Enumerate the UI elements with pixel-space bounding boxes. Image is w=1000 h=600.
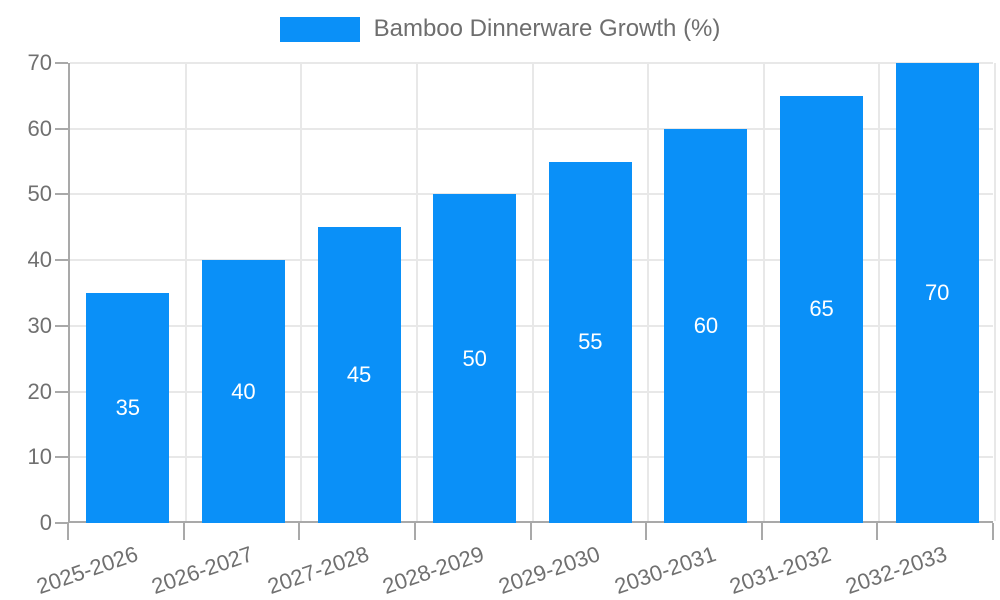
y-axis-label: 20 — [27, 378, 52, 404]
y-axis-tick — [55, 193, 68, 196]
v-gridline — [300, 63, 303, 521]
x-axis-label: 2027-2028 — [264, 541, 372, 599]
v-gridline — [762, 63, 765, 521]
chart-legend: Bamboo Dinnerware Growth (%) — [0, 15, 1000, 43]
legend-label: Bamboo Dinnerware Growth (%) — [373, 15, 721, 42]
y-axis-tick — [55, 522, 68, 524]
y-axis-tick — [55, 127, 68, 130]
bar: 60 — [664, 128, 748, 523]
bar-value-label: 40 — [231, 378, 256, 404]
bar-value-label: 60 — [693, 312, 719, 338]
x-axis-tick — [413, 523, 416, 540]
y-axis-label: 40 — [27, 247, 52, 273]
y-axis-label: 60 — [27, 115, 52, 141]
y-axis-tick — [55, 324, 68, 327]
legend-item[interactable]: Bamboo Dinnerware Growth (%) — [279, 15, 721, 43]
legend-swatch-icon — [279, 16, 360, 42]
v-gridline — [415, 63, 418, 521]
x-axis-tick — [298, 523, 301, 540]
y-axis-tick — [55, 456, 68, 459]
y-axis-tick — [55, 62, 68, 64]
y-axis-label: 70 — [27, 50, 52, 75]
y-axis-label: 30 — [27, 312, 52, 338]
x-axis-tick — [67, 523, 69, 540]
bar-value-label: 70 — [924, 280, 950, 305]
x-axis-label: 2026-2027 — [148, 541, 257, 599]
v-gridline — [994, 63, 996, 521]
x-axis-tick — [760, 523, 763, 540]
bar: 45 — [317, 227, 401, 523]
bar: 35 — [86, 293, 170, 523]
v-gridline — [647, 63, 650, 521]
x-axis-label: 2028-2029 — [379, 541, 488, 599]
x-axis-tick — [992, 523, 994, 540]
x-axis-label: 2029-2030 — [495, 541, 604, 599]
x-axis-label: 2031-2032 — [726, 541, 835, 599]
y-axis-tick — [55, 259, 68, 262]
plot-area: 35 40 45 50 55 60 65 70 — [68, 62, 996, 523]
v-gridline — [184, 63, 187, 521]
x-axis-label: 2030-2031 — [611, 541, 719, 599]
y-axis-label: 0 — [39, 510, 52, 535]
x-axis-tick — [182, 523, 185, 540]
x-axis-tick — [529, 523, 532, 540]
bar-value-label: 55 — [578, 329, 603, 355]
bar-value-label: 50 — [462, 345, 487, 371]
bar: 40 — [201, 260, 285, 523]
x-axis-tick — [876, 523, 879, 540]
bar-value-label: 65 — [809, 296, 834, 322]
y-axis-label: 10 — [27, 444, 52, 470]
y-axis-tick — [55, 390, 68, 393]
x-axis-label: 2025-2026 — [33, 541, 141, 599]
v-gridline — [531, 63, 534, 521]
x-axis-label: 2032-2033 — [842, 541, 951, 599]
bar: 70 — [895, 63, 979, 523]
bar-value-label: 45 — [346, 362, 372, 388]
bar: 50 — [433, 194, 517, 523]
v-gridline — [878, 63, 881, 521]
y-axis-label: 50 — [27, 181, 52, 207]
bar-value-label: 35 — [115, 395, 141, 420]
bar: 65 — [780, 95, 864, 523]
bar: 55 — [548, 161, 632, 523]
x-axis-tick — [645, 523, 648, 540]
